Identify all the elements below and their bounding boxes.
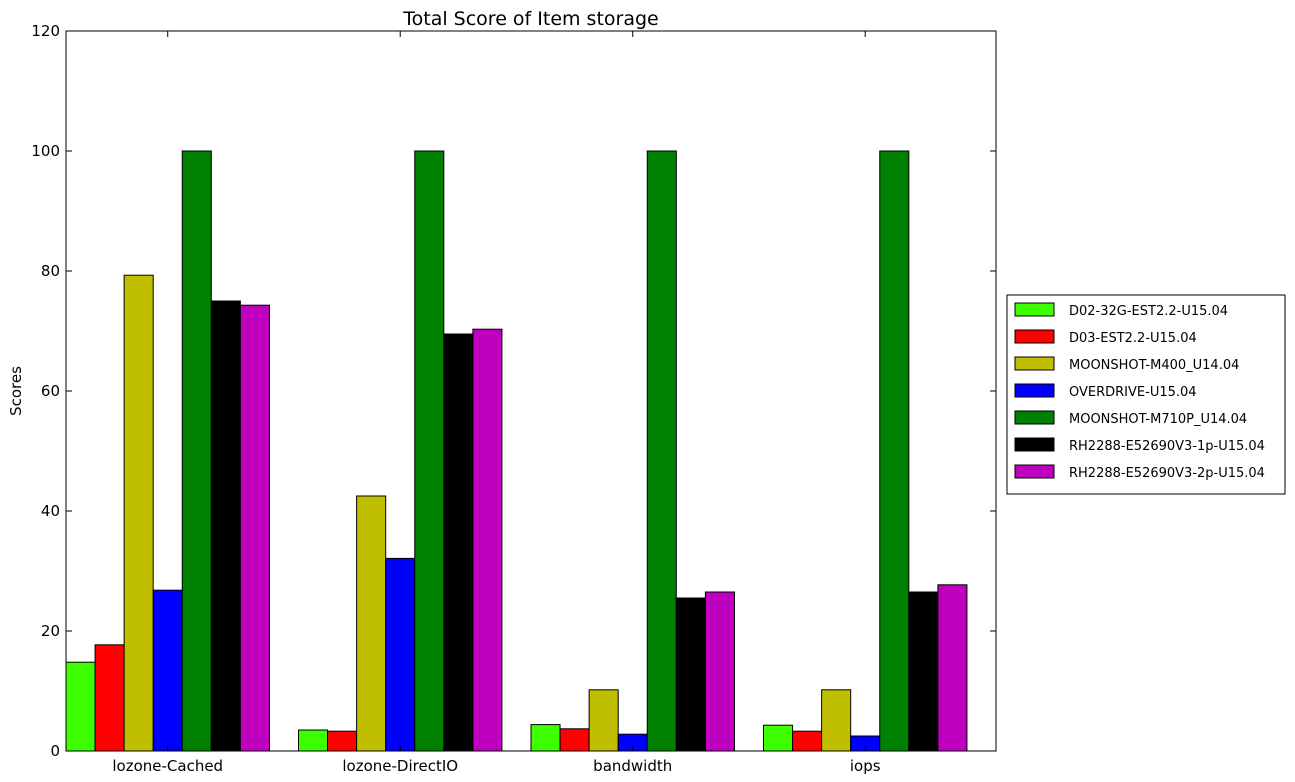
- y-tick-label: 120: [31, 22, 60, 40]
- bar-lozone-directio-series-3: [385, 557, 416, 752]
- bar-iops-series-6: [937, 584, 968, 752]
- y-tick-label: 20: [41, 622, 60, 640]
- bar-lozone-cached-series-4: [181, 150, 212, 752]
- y-tick-label: 60: [41, 382, 60, 400]
- bar-bandwidth-series-5: [675, 597, 706, 752]
- legend-swatch: [1014, 383, 1055, 398]
- bar-bandwidth-series-4: [646, 150, 677, 752]
- legend: D02-32G-EST2.2-U15.04 D03-EST2.2-U15.04 MO…: [1006, 294, 1286, 495]
- bar-iops-series-5: [908, 591, 939, 752]
- bar-lozone-directio-series-2: [356, 495, 387, 752]
- chart-title: Total Score of Item storage: [402, 8, 659, 30]
- bar-lozone-cached-series-1: [94, 644, 125, 752]
- legend-swatch: [1014, 464, 1055, 479]
- bar-lozone-directio-series-6: [472, 328, 503, 752]
- bar-iops-series-0: [763, 724, 794, 752]
- bar-lozone-cached-series-6: [239, 304, 270, 752]
- x-tick-label: lozone-Cached: [112, 757, 223, 775]
- bar-lozone-cached-series-5: [210, 300, 241, 752]
- legend-label: RH2288-E52690V3-1p-U15.04: [1069, 439, 1265, 454]
- legend-label: D03-EST2.2-U15.04: [1069, 331, 1197, 346]
- bar-bandwidth-series-1: [559, 728, 590, 752]
- legend-swatch: [1014, 410, 1055, 425]
- legend-label: RH2288-E52690V3-2p-U15.04: [1069, 466, 1265, 481]
- legend-swatch: [1014, 302, 1055, 317]
- legend-label: MOONSHOT-M710P_U14.04: [1069, 412, 1247, 427]
- legend-label: OVERDRIVE-U15.04: [1069, 385, 1197, 400]
- bar-iops-series-1: [792, 730, 823, 752]
- legend-swatch: [1014, 437, 1055, 452]
- bar-lozone-directio-series-1: [327, 730, 358, 752]
- bar-lozone-cached-series-3: [152, 589, 183, 752]
- x-tick-label: lozone-DirectIO: [342, 757, 458, 775]
- bar-bandwidth-series-2: [588, 689, 619, 752]
- x-tick-label: bandwidth: [593, 757, 672, 775]
- bar-bandwidth-series-6: [704, 591, 735, 752]
- bar-iops-series-2: [821, 689, 852, 752]
- y-axis-label: Scores: [7, 366, 25, 416]
- legend-label: D02-32G-EST2.2-U15.04: [1069, 304, 1228, 319]
- legend-swatch: [1014, 356, 1055, 371]
- bar-bandwidth-series-0: [530, 724, 561, 752]
- x-tick-label: iops: [850, 757, 881, 775]
- bar-lozone-directio-series-0: [298, 729, 329, 752]
- legend-label: MOONSHOT-M400_U14.04: [1069, 358, 1239, 373]
- bar-lozone-directio-series-5: [443, 333, 474, 752]
- y-tick-label: 80: [41, 262, 60, 280]
- y-tick-label: 40: [41, 502, 60, 520]
- bar-lozone-cached-series-2: [123, 274, 154, 752]
- bar-lozone-cached-series-0: [65, 661, 96, 752]
- bars-layer: [65, 150, 968, 752]
- ticks-layer: 0 20 40 60 80 100 120 lozone-Cached lozone-Direc…: [31, 22, 996, 775]
- bar-lozone-directio-series-4: [414, 150, 445, 752]
- bar-iops-series-4: [879, 150, 910, 752]
- y-tick-label: 100: [31, 142, 60, 160]
- y-tick-label: 0: [50, 742, 60, 760]
- legend-swatch: [1014, 329, 1055, 344]
